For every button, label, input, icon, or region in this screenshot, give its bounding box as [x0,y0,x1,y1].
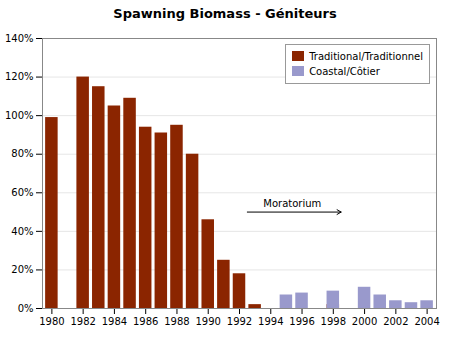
svg-text:1980: 1980 [39,316,64,327]
svg-text:Moratorium: Moratorium [263,198,321,209]
svg-text:1982: 1982 [70,316,95,327]
html-text:Coastal/Côtier: Coastal/Côtier [309,66,380,77]
svg-text:2004: 2004 [414,316,439,327]
svg-text:120%: 120% [5,71,34,82]
svg-text:20%: 20% [11,264,33,275]
svg-text:1984: 1984 [102,316,127,327]
html-text:Spawning Biomass - Géniteurs: Spawning Biomass - Géniteurs [113,6,337,21]
svg-text:0%: 0% [18,303,34,314]
svg-text:40%: 40% [11,226,33,237]
svg-text:1994: 1994 [258,316,283,327]
svg-text:2002: 2002 [383,316,408,327]
svg-text:1986: 1986 [133,316,158,327]
svg-text:100%: 100% [5,110,34,121]
html-text:Traditional/Traditionnel: Traditional/Traditionnel [309,51,423,62]
svg-text:1988: 1988 [164,316,189,327]
svg-text:1990: 1990 [196,316,221,327]
svg-text:1998: 1998 [321,316,346,327]
svg-text:80%: 80% [11,148,33,159]
svg-text:140%: 140% [5,33,34,44]
svg-text:60%: 60% [11,187,33,198]
svg-text:2000: 2000 [352,316,377,327]
svg-text:1992: 1992 [227,316,252,327]
svg-text:1996: 1996 [289,316,314,327]
